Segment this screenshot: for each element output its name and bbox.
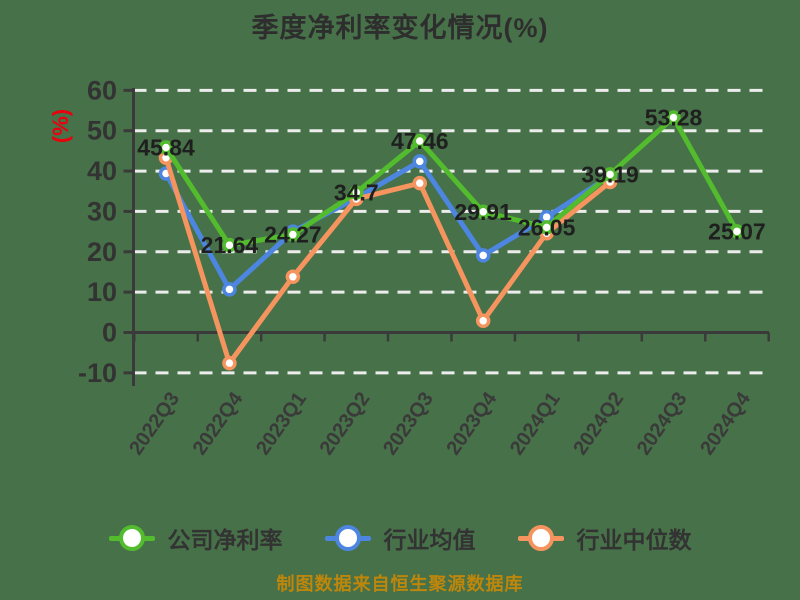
legend-marker-icon (324, 524, 371, 552)
data-point-marker-company-net-margin (666, 110, 681, 125)
x-tick-label: 2024Q1 (506, 388, 565, 459)
data-point-marker-company-net-margin (158, 140, 174, 155)
series-line-industry-median (163, 155, 613, 366)
x-tick-label: 2023Q4 (442, 388, 501, 460)
y-tick-label: 0 (102, 318, 117, 348)
legend-label: 公司净利率 (167, 527, 283, 553)
data-point-marker-industry-mean (412, 154, 428, 169)
legend-marker-icon (108, 524, 155, 552)
x-tick-label: 2024Q2 (569, 388, 628, 459)
y-axis-unit-label: (%) (48, 109, 73, 143)
data-point-marker-company-net-margin (285, 227, 301, 242)
data-point-marker-company-net-margin (222, 237, 237, 253)
data-label: 21.64 (201, 232, 259, 258)
y-tick-label: 60 (87, 75, 117, 105)
y-tick-label: 40 (87, 156, 117, 186)
data-point-marker-industry-mean (475, 248, 491, 263)
data-label: 39.19 (581, 161, 639, 187)
data-label: 34.7 (334, 179, 379, 205)
data-point-marker-industry-median (475, 313, 491, 329)
data-point-marker-company-net-margin (349, 185, 364, 200)
data-point-marker-company-net-margin (539, 220, 554, 235)
data-point-marker-company-net-margin (729, 224, 745, 239)
data-point-marker-industry-median (285, 269, 301, 285)
data-label: 24.27 (264, 222, 322, 248)
legend-label: 行业中位数 (576, 527, 692, 553)
x-tick-label: 2023Q3 (379, 388, 438, 459)
x-tick-label: 2023Q1 (252, 388, 311, 459)
y-tick-label: 50 (87, 116, 117, 146)
series-line-company-net-margin (163, 115, 740, 248)
data-point-marker-industry-median (222, 355, 237, 371)
y-tick-label: 30 (87, 196, 117, 226)
y-tick-label: 20 (87, 237, 117, 267)
legend-item-company-net-margin[interactable]: 公司净利率 (108, 521, 283, 555)
legend-item-industry-median[interactable]: 行业中位数 (517, 521, 692, 555)
data-point-marker-industry-median (412, 175, 428, 191)
data-label: 47.46 (391, 128, 449, 154)
y-tick-label: 10 (87, 277, 117, 307)
data-label: 26.05 (518, 214, 576, 240)
data-label: 53.28 (645, 104, 703, 130)
data-label: 29.91 (454, 199, 512, 225)
chart-legend: 公司净利率 行业均值 行业中位数 (0, 521, 800, 555)
legend-marker-icon (517, 524, 564, 552)
x-tick-label: 2022Q4 (189, 388, 248, 460)
data-point-marker-company-net-margin (475, 204, 491, 220)
data-point-marker-company-net-margin (602, 167, 618, 182)
chart-title: 季度净利率变化情况(%) (251, 13, 549, 43)
y-tick-label: -10 (78, 358, 117, 388)
data-label: 25.07 (708, 218, 766, 244)
legend-item-industry-mean[interactable]: 行业均值 (324, 521, 476, 555)
data-label: 45.84 (137, 135, 195, 161)
x-tick-label: 2024Q3 (633, 388, 692, 459)
data-source-note: 制图数据来自恒生聚源数据库 (276, 574, 524, 594)
data-point-marker-industry-mean (222, 282, 237, 297)
x-tick-label: 2022Q3 (125, 388, 184, 459)
data-point-marker-company-net-margin (412, 133, 428, 149)
x-tick-label: 2024Q4 (696, 388, 755, 460)
legend-label: 行业均值 (383, 527, 476, 553)
x-tick-label: 2023Q2 (316, 388, 375, 459)
